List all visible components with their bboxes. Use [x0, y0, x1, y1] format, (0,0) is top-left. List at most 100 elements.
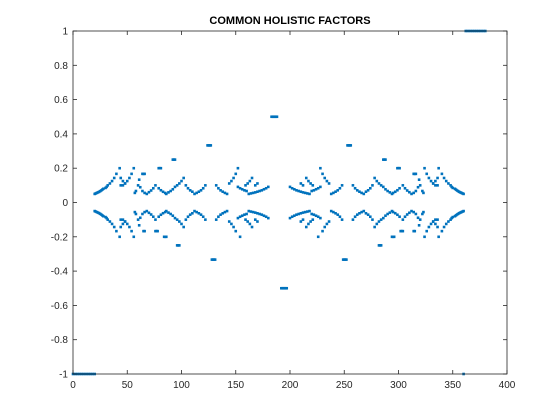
- x-tick-label: 200: [282, 380, 299, 391]
- data-point: [301, 184, 305, 187]
- data-point: [299, 212, 303, 215]
- data-point: [412, 210, 415, 214]
- data-point: [307, 222, 310, 226]
- data-point: [145, 192, 149, 196]
- x-tick-label: 100: [173, 380, 190, 391]
- data-point: [329, 192, 333, 196]
- data-point: [159, 213, 163, 217]
- data-point: [323, 176, 327, 180]
- data-point: [303, 191, 307, 195]
- data-point: [167, 211, 170, 214]
- data-point: [154, 184, 157, 187]
- data-point: [214, 218, 218, 221]
- data-point: [245, 189, 248, 193]
- data-point: [327, 182, 331, 185]
- data-point: [366, 189, 370, 192]
- data-point: [340, 184, 344, 187]
- data-point: [253, 211, 257, 214]
- data-point: [398, 215, 401, 219]
- data-point: [130, 229, 133, 233]
- data-point: [225, 192, 229, 196]
- data-point: [373, 176, 376, 180]
- data-point: [201, 186, 205, 190]
- data-point: [106, 218, 110, 221]
- data-point: [442, 176, 446, 180]
- data-point: [421, 212, 424, 216]
- data-point: [143, 229, 146, 233]
- data-point: [217, 186, 220, 190]
- data-point: [329, 209, 333, 213]
- data-point: [238, 235, 242, 239]
- data-point: [262, 187, 266, 191]
- data-point: [171, 187, 175, 191]
- data-point: [178, 182, 181, 185]
- data-point: [447, 220, 450, 223]
- data-point: [398, 186, 401, 190]
- data-point: [136, 218, 140, 221]
- data-point: [234, 229, 238, 233]
- data-point: [377, 244, 381, 247]
- data-point: [256, 182, 259, 185]
- data-point: [434, 179, 437, 183]
- data-point: [371, 184, 374, 187]
- data-point: [297, 189, 300, 193]
- data-point: [227, 220, 231, 223]
- data-point: [423, 235, 426, 239]
- data-point: [301, 191, 305, 194]
- data-point: [193, 192, 196, 196]
- data-point: [223, 210, 227, 214]
- data-point: [256, 220, 259, 223]
- data-point: [133, 191, 137, 195]
- data-point: [293, 187, 296, 191]
- data-point: [384, 214, 387, 218]
- data-point: [321, 229, 324, 233]
- data-point: [360, 210, 363, 214]
- data-point: [358, 212, 361, 215]
- data-point: [362, 209, 366, 213]
- data-point: [316, 215, 320, 219]
- data-point: [325, 179, 329, 183]
- data-point: [338, 215, 342, 219]
- data-point: [309, 220, 312, 223]
- data-point: [325, 222, 329, 226]
- data-point: [351, 218, 355, 221]
- data-point: [223, 191, 227, 195]
- data-point: [180, 179, 183, 183]
- data-point: [132, 166, 136, 170]
- data-point: [297, 212, 300, 216]
- data-point: [285, 286, 289, 290]
- data-point: [375, 179, 379, 183]
- data-point: [236, 166, 240, 170]
- data-point: [121, 218, 125, 221]
- data-point: [334, 190, 337, 193]
- data-point: [230, 222, 233, 226]
- data-point: [396, 213, 399, 217]
- data-point: [232, 225, 235, 229]
- y-tick-label: 0.4: [54, 129, 68, 140]
- data-point: [386, 189, 389, 193]
- data-point: [393, 211, 397, 215]
- data-point: [336, 189, 340, 192]
- data-point: [221, 212, 225, 215]
- data-point: [334, 212, 337, 215]
- data-point: [390, 235, 394, 239]
- data-point: [178, 244, 181, 247]
- data-point: [301, 218, 305, 221]
- data-point: [260, 213, 264, 216]
- data-point: [108, 220, 112, 223]
- data-point: [234, 172, 238, 176]
- data-point: [275, 115, 279, 119]
- data-point: [138, 185, 142, 189]
- data-point: [412, 172, 415, 176]
- data-point: [399, 229, 402, 233]
- data-point: [256, 212, 259, 215]
- data-point: [106, 184, 110, 187]
- data-point: [340, 218, 344, 221]
- data-point: [243, 189, 246, 192]
- data-point: [447, 182, 450, 185]
- data-point: [440, 229, 444, 233]
- data-point: [366, 213, 370, 216]
- data-point: [182, 176, 185, 180]
- data-point: [191, 190, 194, 193]
- data-point: [288, 185, 292, 189]
